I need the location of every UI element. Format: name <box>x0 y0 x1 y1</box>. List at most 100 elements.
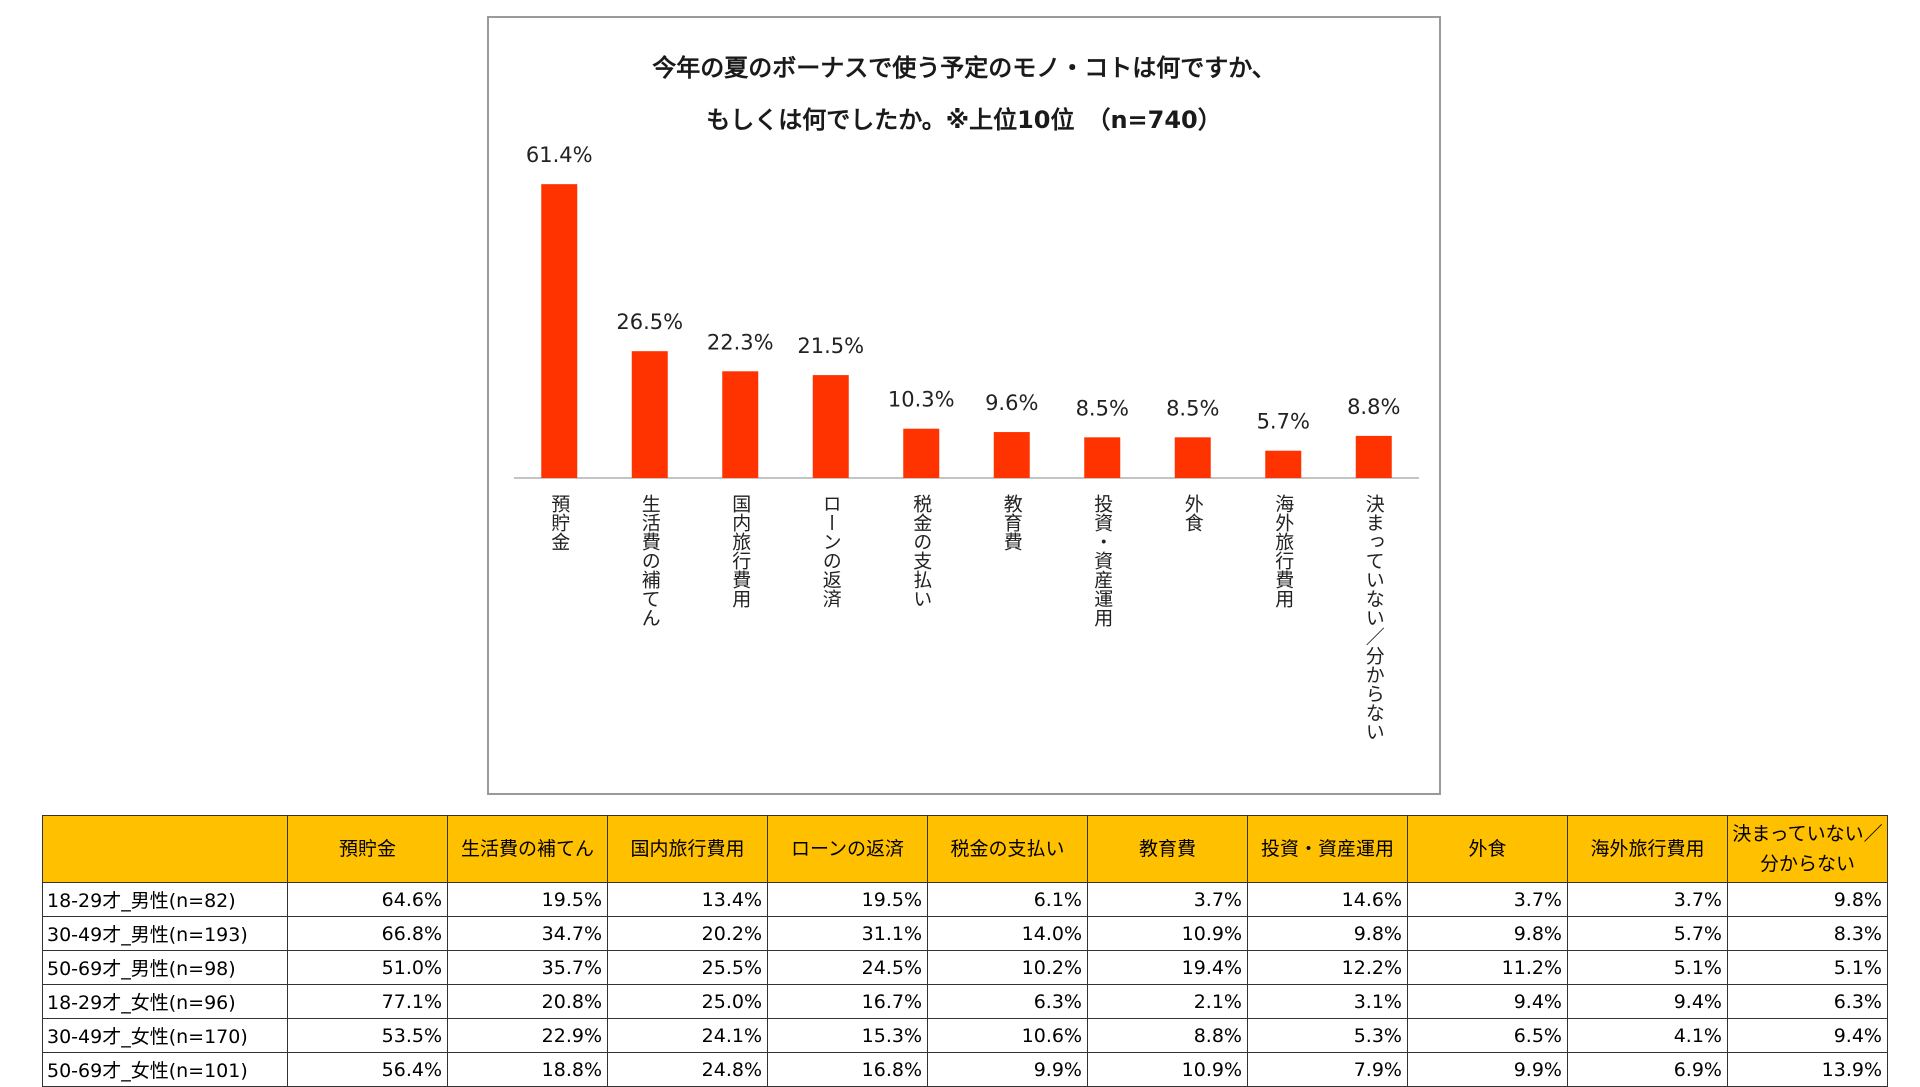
table-cell: 6.1% <box>927 882 1088 917</box>
table-cell: 10.9% <box>1087 916 1248 951</box>
table-cell: 14.6% <box>1247 882 1408 917</box>
row-label: 18-29才_男性(n=82) <box>42 882 288 917</box>
table-cell: 51.0% <box>287 950 448 985</box>
table-cell: 14.0% <box>927 916 1088 951</box>
bar <box>1355 435 1392 478</box>
table-header-row: 預貯金 生活費の補てん 国内旅行費用 ローンの返済 税金の支払い 教育費 投資・資産運用 外食… <box>42 815 1888 883</box>
table-corner-cell <box>42 815 288 883</box>
table-cell: 25.0% <box>607 984 768 1019</box>
table-cell: 19.5% <box>767 882 928 917</box>
table-cell: 22.9% <box>447 1018 608 1053</box>
category-label: 教育費 <box>1001 494 1023 551</box>
table-cell: 10.2% <box>927 950 1088 985</box>
table-cell: 9.8% <box>1247 916 1408 951</box>
table-cell: 5.1% <box>1567 950 1728 985</box>
table-cell: 15.3% <box>767 1018 928 1053</box>
category-label: 海外旅行費用 <box>1272 494 1294 608</box>
table-cell: 66.8% <box>287 916 448 951</box>
data-label: 5.7% <box>1257 410 1310 434</box>
row-label: 30-49才_女性(n=170) <box>42 1018 288 1053</box>
row-label: 50-69才_女性(n=101) <box>42 1052 288 1087</box>
table-row: 30-49才_男性(n=193) 66.8% 34.7% 20.2% 31.1% 14.0… <box>42 916 1888 951</box>
table-cell: 9.4% <box>1407 984 1568 1019</box>
data-label: 8.5% <box>1076 396 1129 420</box>
table-cell: 34.7% <box>447 916 608 951</box>
column-header: ローンの返済 <box>767 815 928 883</box>
data-label: 26.5% <box>616 310 683 334</box>
table-cell: 9.4% <box>1727 1018 1888 1053</box>
bar-chart: 61.4% 預貯金 26.5% 生活費の補てん 22.3% 国内旅行費用 21.5% ローンの… <box>514 143 1419 741</box>
bar <box>631 351 668 478</box>
table-cell: 7.9% <box>1247 1052 1408 1087</box>
table-row: 50-69才_女性(n=101) 56.4% 18.8% 24.8% 16.8% 9.9%… <box>42 1052 1888 1087</box>
category-label: 生活費の補てん <box>639 494 661 627</box>
row-label: 50-69才_男性(n=98) <box>42 950 288 985</box>
table-cell: 35.7% <box>447 950 608 985</box>
data-label: 10.3% <box>888 388 955 412</box>
table-cell: 3.7% <box>1087 882 1248 917</box>
bar <box>903 428 940 478</box>
column-header: 外食 <box>1407 815 1568 883</box>
table-cell: 12.2% <box>1247 950 1408 985</box>
column-header: 生活費の補てん <box>447 815 608 883</box>
bar <box>1265 450 1302 478</box>
table-cell: 13.9% <box>1727 1052 1888 1087</box>
data-table: 預貯金 生活費の補てん 国内旅行費用 ローンの返済 税金の支払い 教育費 投資・資産運用 外食… <box>42 815 1888 1087</box>
table-cell: 9.9% <box>1407 1052 1568 1087</box>
table-cell: 11.2% <box>1407 950 1568 985</box>
column-header: 投資・資産運用 <box>1247 815 1408 883</box>
table-cell: 3.7% <box>1407 882 1568 917</box>
table-cell: 6.3% <box>927 984 1088 1019</box>
table-cell: 6.9% <box>1567 1052 1728 1087</box>
table-cell: 2.1% <box>1087 984 1248 1019</box>
chart-subtitle: もしくは何でしたか。※上位10位 （n=740） <box>706 106 1222 134</box>
table-cell: 9.4% <box>1567 984 1728 1019</box>
row-label: 18-29才_女性(n=96) <box>42 984 288 1019</box>
table-cell: 4.1% <box>1567 1018 1728 1053</box>
table-cell: 25.5% <box>607 950 768 985</box>
table-cell: 19.5% <box>447 882 608 917</box>
table-cell: 19.4% <box>1087 950 1248 985</box>
data-label: 8.8% <box>1347 395 1400 419</box>
bar <box>1084 437 1121 478</box>
column-header: 税金の支払い <box>927 815 1088 883</box>
table-row: 50-69才_男性(n=98) 51.0% 35.7% 25.5% 24.5% 10.2%… <box>42 950 1888 985</box>
chart-frame: 今年の夏のボーナスで使う予定のモノ・コトは何ですか、 もしくは何でしたか。※上位… <box>487 16 1441 795</box>
column-header: 預貯金 <box>287 815 448 883</box>
category-label: 税金の支払い <box>910 494 932 608</box>
chart-title: 今年の夏のボーナスで使う予定のモノ・コトは何ですか、 <box>652 54 1276 82</box>
bar <box>993 432 1030 478</box>
data-label: 22.3% <box>707 330 774 354</box>
table-cell: 9.8% <box>1727 882 1888 917</box>
table-cell: 6.5% <box>1407 1018 1568 1053</box>
table-cell: 5.3% <box>1247 1018 1408 1053</box>
table-cell: 64.6% <box>287 882 448 917</box>
column-header: 海外旅行費用 <box>1567 815 1728 883</box>
table-cell: 9.9% <box>927 1052 1088 1087</box>
bar <box>541 184 578 478</box>
table-cell: 20.8% <box>447 984 608 1019</box>
table-cell: 8.8% <box>1087 1018 1248 1053</box>
data-label: 9.6% <box>985 391 1038 415</box>
table-cell: 8.3% <box>1727 916 1888 951</box>
column-header: 決まっていない／分からない <box>1727 815 1888 883</box>
category-label: 外食 <box>1182 494 1204 532</box>
bar <box>722 371 759 478</box>
data-label: 8.5% <box>1166 396 1219 420</box>
table-cell: 24.8% <box>607 1052 768 1087</box>
data-label: 21.5% <box>797 334 864 358</box>
row-label: 30-49才_男性(n=193) <box>42 916 288 951</box>
table-cell: 56.4% <box>287 1052 448 1087</box>
category-label: 預貯金 <box>548 494 570 551</box>
table-cell: 24.5% <box>767 950 928 985</box>
table-cell: 10.6% <box>927 1018 1088 1053</box>
table-cell: 3.7% <box>1567 882 1728 917</box>
category-label: 投資・資産運用 <box>1091 494 1113 627</box>
bar <box>812 375 849 478</box>
table-row: 30-49才_女性(n=170) 53.5% 22.9% 24.1% 15.3% 10.6… <box>42 1018 1888 1053</box>
table-cell: 53.5% <box>287 1018 448 1053</box>
table-cell: 10.9% <box>1087 1052 1248 1087</box>
data-label: 61.4% <box>526 143 593 167</box>
table-cell: 6.3% <box>1727 984 1888 1019</box>
table-cell: 5.7% <box>1567 916 1728 951</box>
